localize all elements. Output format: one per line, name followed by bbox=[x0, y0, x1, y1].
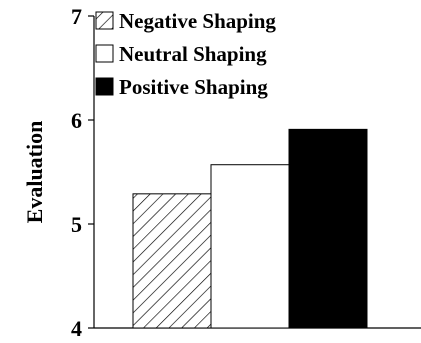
legend-label: Neutral Shaping bbox=[119, 42, 267, 66]
legend-swatch bbox=[95, 11, 114, 30]
y-ticks: 4 5 6 7 bbox=[71, 4, 94, 341]
y-tick-label: 4 bbox=[71, 316, 82, 341]
y-tick-label: 6 bbox=[71, 108, 82, 133]
y-axis-label: Evaluation bbox=[22, 121, 47, 224]
bars bbox=[132, 128, 368, 329]
legend: Negative Shaping Neutral Shaping Positive … bbox=[95, 9, 276, 99]
bar-negative-shaping bbox=[132, 193, 212, 329]
y-tick-label: 7 bbox=[71, 4, 82, 29]
legend-swatch bbox=[95, 77, 114, 96]
legend-swatch bbox=[95, 44, 114, 63]
bar-neutral-shaping bbox=[210, 164, 290, 329]
y-tick-label: 5 bbox=[71, 212, 82, 237]
legend-label: Negative Shaping bbox=[119, 9, 276, 33]
legend-label: Positive Shaping bbox=[119, 75, 268, 99]
bar-positive-shaping bbox=[288, 128, 368, 329]
